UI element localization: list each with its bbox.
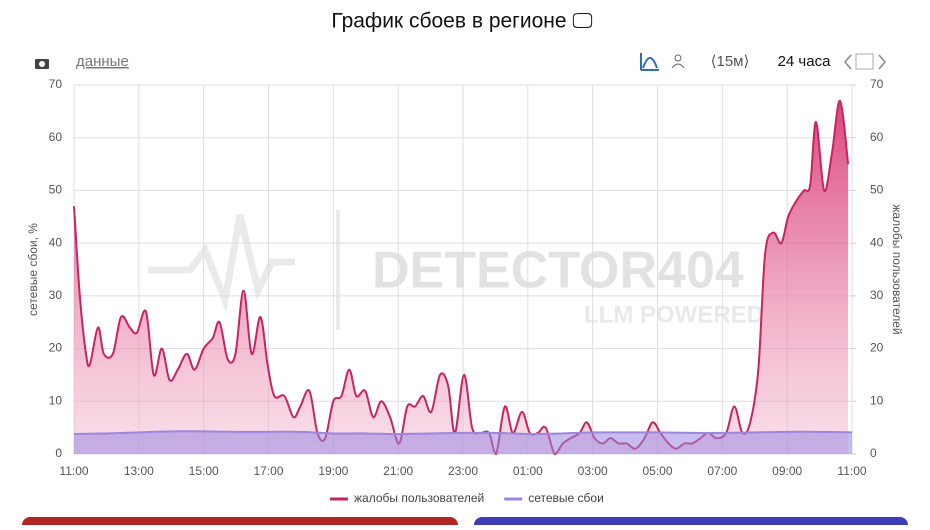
x-tick-label: 23:00 [448,464,478,478]
y-tick-label: 60 [49,130,63,144]
y2-tick-label: 0 [870,446,877,460]
watermark-text: DETECTOR404 [372,242,744,300]
legend-label: сетевые сбои [528,491,604,505]
calendar-nav[interactable] [844,53,886,70]
y2-tick-label: 10 [870,393,884,407]
camera-icon[interactable] [35,59,49,69]
y-tick-label: 70 [49,77,63,91]
y-tick-label: 0 [55,446,62,460]
y2-tick-label: 60 [870,130,884,144]
y2-tick-label: 20 [870,341,884,355]
x-tick-label: 11:00 [59,464,88,478]
user-icon[interactable] [671,54,685,69]
data-link[interactable]: данные [76,53,129,70]
legend-label: жалобы пользователей [354,491,484,505]
page-title: График сбоев в регионе 🖵 [331,10,592,33]
x-tick-label: 03:00 [578,464,608,478]
x-tick-label: 15:00 [189,464,219,478]
x-tick-label: 07:00 [707,464,737,478]
x-tick-label: 21:00 [383,464,413,478]
period-button[interactable]: 24 часа [778,53,832,70]
button-left[interactable] [22,517,458,530]
x-tick-label: 17:00 [253,464,283,478]
chart-type-icon[interactable] [640,53,659,71]
x-tick-label: 09:00 [772,464,802,478]
x-tick-label: 05:00 [642,464,672,478]
series-line [73,430,853,435]
y-tick-label: 50 [49,183,63,197]
x-tick-label: 13:00 [124,464,154,478]
interval-button[interactable]: ⟨15м⟩ [711,53,750,70]
series-area [74,431,852,454]
y-axis-label: сетевые сбои, % [26,223,40,316]
watermark: DETECTOR404 LLM POWERED [148,210,764,330]
y2-axis-label: жалобы пользователей [890,204,904,334]
y-tick-label: 20 [49,341,63,355]
y-tick-label: 30 [49,288,63,302]
x-tick-label: 11:00 [837,464,866,478]
x-tick-label: 01:00 [513,464,543,478]
x-tick-label: 19:00 [318,464,348,478]
series-line [73,99,850,456]
watermark-subtext: LLM POWERED [584,301,764,328]
y2-tick-label: 70 [870,77,884,91]
y2-tick-label: 50 [870,183,884,197]
y-tick-label: 10 [49,393,63,407]
button-right[interactable] [474,517,908,530]
y-tick-label: 40 [49,235,63,249]
y2-tick-label: 30 [870,288,884,302]
y2-tick-label: 40 [870,235,884,249]
